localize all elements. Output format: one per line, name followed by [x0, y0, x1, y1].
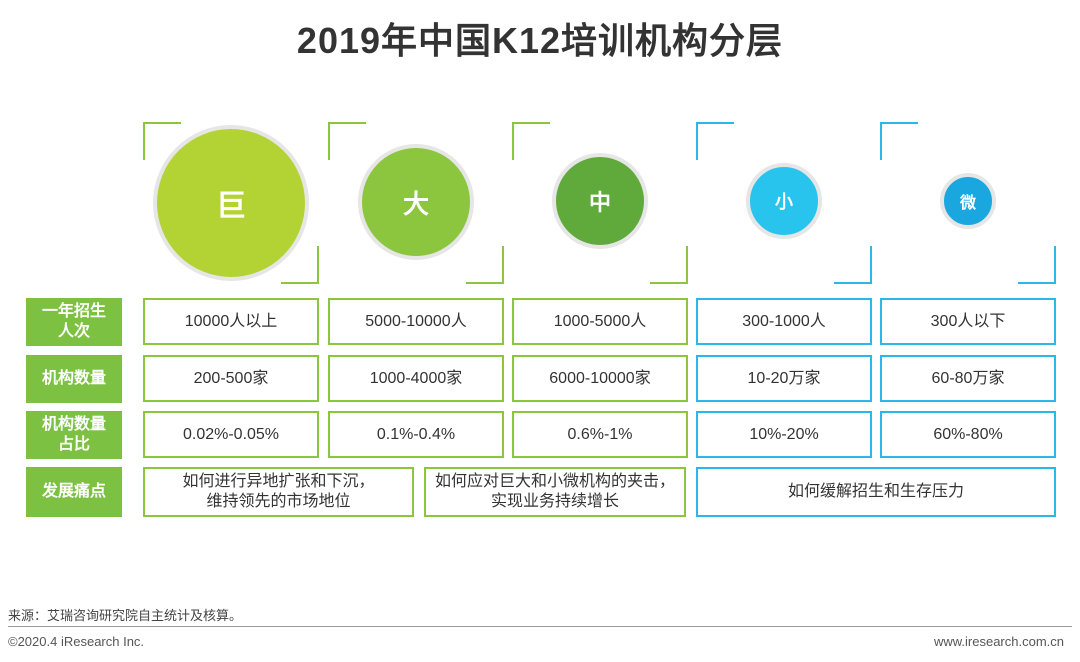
cell-share-giant: 0.02%-0.05% — [143, 411, 319, 458]
cell-enrollment-giant: 10000人以上 — [143, 298, 319, 345]
cell-pain-giant: 如何进行异地扩张和下沉， 维持领先的市场地位 — [143, 467, 414, 517]
bracket-top-left — [880, 122, 918, 160]
cell-pain-small-micro: 如何缓解招生和生存压力 — [696, 467, 1056, 517]
website-link[interactable]: www.iresearch.com.cn — [933, 634, 1064, 649]
cell-enrollment-small: 300-1000人 — [696, 298, 872, 345]
bracket-top-left — [328, 122, 366, 160]
tier-medium: 中 — [512, 122, 688, 284]
tier-circle-giant: 巨 — [153, 125, 309, 281]
cell-count-medium: 6000-10000家 — [512, 355, 688, 402]
row-label-text: 机构数量 — [41, 370, 106, 387]
tier-circle-medium: 中 — [552, 153, 648, 249]
cell-enrollment-micro: 300人以下 — [880, 298, 1056, 345]
tier-circle-micro: 微 — [940, 173, 996, 229]
tier-small: 小 — [696, 122, 872, 284]
row-label-text: 机构数量占比 — [42, 416, 107, 453]
cell-share-small: 10%-20% — [696, 411, 872, 458]
bracket-bottom-right — [281, 246, 319, 284]
tier-large: 大 — [328, 122, 504, 284]
footer-divider — [8, 626, 1072, 627]
bracket-bottom-right — [466, 246, 504, 284]
cell-count-giant: 200-500家 — [143, 355, 319, 402]
bracket-top-left — [512, 122, 550, 160]
row-label-text: 发展痛点 — [41, 483, 106, 500]
cell-enrollment-medium: 1000-5000人 — [512, 298, 688, 345]
cell-count-large: 1000-4000家 — [328, 355, 504, 402]
cell-pain-large-medium: 如何应对巨大和小微机构的夹击， 实现业务持续增长 — [424, 467, 686, 517]
source-note: 来源：艾瑞咨询研究院自主统计及核算。 — [8, 608, 243, 623]
cell-enrollment-large: 5000-10000人 — [328, 298, 504, 345]
row-label-annual-enrollment: 一年招生人次 — [26, 298, 122, 346]
bracket-top-left — [143, 122, 181, 160]
cell-share-large: 0.1%-0.4% — [328, 411, 504, 458]
tier-circle-small: 小 — [746, 163, 822, 239]
cell-count-small: 10-20万家 — [696, 355, 872, 402]
row-label-text: 一年招生人次 — [42, 303, 107, 340]
cell-share-micro: 60%-80% — [880, 411, 1056, 458]
bracket-bottom-right — [1018, 246, 1056, 284]
bracket-bottom-right — [650, 246, 688, 284]
bracket-bottom-right — [834, 246, 872, 284]
cell-share-medium: 0.6%-1% — [512, 411, 688, 458]
row-label-institution-share: 机构数量占比 — [26, 411, 122, 459]
row-label-pain-points: 发展痛点 — [26, 467, 122, 517]
tier-circle-large: 大 — [358, 144, 474, 260]
copyright: ©2020.4 iResearch Inc. — [8, 634, 145, 649]
page-title: 2019年中国K12培训机构分层 — [296, 20, 784, 61]
row-label-institution-count: 机构数量 — [26, 355, 122, 403]
tier-micro: 微 — [880, 122, 1056, 284]
bracket-top-left — [696, 122, 734, 160]
tier-giant: 巨 — [143, 122, 319, 284]
cell-count-micro: 60-80万家 — [880, 355, 1056, 402]
